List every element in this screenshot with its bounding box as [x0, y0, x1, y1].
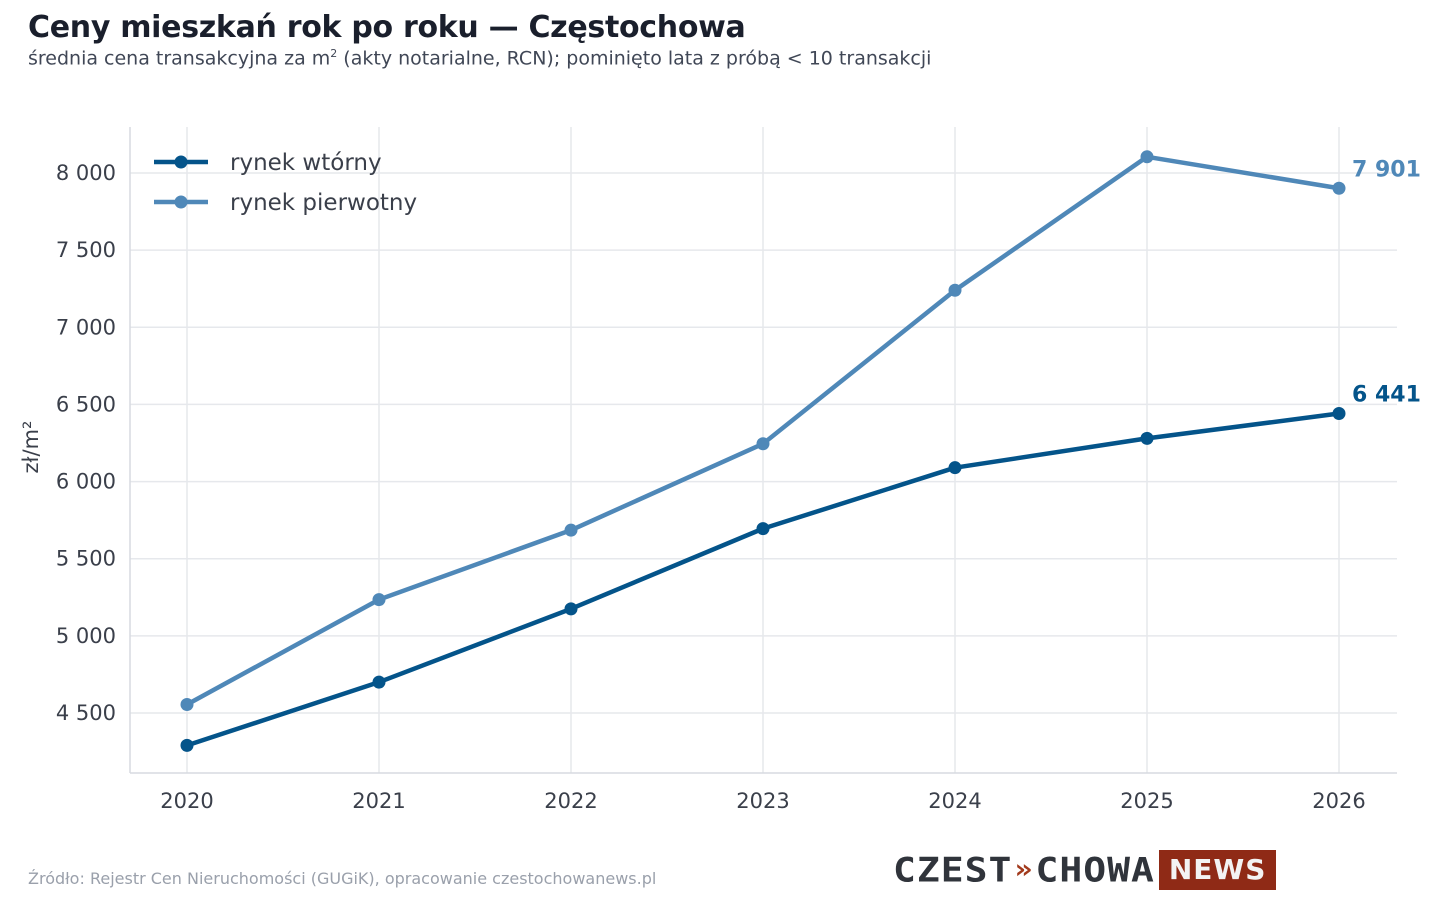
legend-item: rynek pierwotny — [154, 190, 417, 216]
legend-item: rynek wtórny — [154, 150, 382, 176]
y-axis-label: zł/m² — [19, 421, 43, 474]
data-point — [756, 437, 770, 451]
y-tick-label: 7 000 — [56, 315, 116, 339]
logo-badge: NEWS — [1158, 850, 1277, 890]
subtitle-superscript: 2 — [330, 47, 338, 60]
data-point — [1332, 181, 1346, 195]
source-note: Źródło: Rejestr Cen Nieruchomości (GUGiK… — [28, 869, 657, 888]
y-tick-label: 8 000 — [56, 161, 116, 185]
logo-arrow-icon: » — [1014, 853, 1034, 886]
series-rynek-wtorny: 6 441 — [180, 383, 1421, 752]
y-tick-label: 6 000 — [56, 470, 116, 494]
y-tick-label: 6 500 — [56, 392, 116, 416]
x-tick-label: 2025 — [1120, 789, 1173, 813]
end-value-label: 6 441 — [1352, 383, 1421, 408]
x-tick-label: 2024 — [928, 789, 981, 813]
x-tick-label: 2026 — [1312, 789, 1365, 813]
series-rynek-pierwotny: 7 901 — [180, 150, 1421, 712]
logo-wordmark: CZEST» CHOWA — [893, 852, 1155, 888]
legend-swatch-marker — [174, 155, 188, 169]
y-tick-label: 7 500 — [56, 238, 116, 262]
data-point — [1140, 150, 1154, 164]
x-tick-label: 2021 — [352, 789, 405, 813]
logo-text-b: CHOWA — [1035, 850, 1155, 890]
data-point — [1140, 431, 1154, 445]
y-tick-label: 4 500 — [56, 701, 116, 725]
logo-text-a: CZEST — [893, 850, 1013, 890]
data-point — [372, 675, 386, 689]
data-point — [1332, 407, 1346, 421]
y-tick-label: 5 000 — [56, 624, 116, 648]
data-point — [180, 698, 194, 712]
data-point — [564, 602, 578, 616]
data-point — [372, 593, 386, 607]
legend: rynek wtórny rynek pierwotny — [154, 150, 417, 216]
subtitle-post: (akty notarialne, RCN); pominięto lata z… — [337, 47, 932, 70]
end-value-label: 7 901 — [1352, 157, 1421, 182]
legend-swatch-marker — [174, 195, 188, 209]
data-point — [948, 461, 962, 475]
chart-title: Ceny mieszkań rok po roku — Częstochowa — [28, 10, 746, 45]
x-tick-label: 2023 — [736, 789, 789, 813]
chart-subtitle: średnia cena transakcyjna za m2 (akty no… — [28, 47, 931, 69]
legend-label: rynek pierwotny — [230, 190, 417, 216]
legend-label: rynek wtórny — [230, 150, 382, 176]
x-tick-label: 2022 — [544, 789, 597, 813]
data-point — [756, 522, 770, 536]
data-point — [180, 738, 194, 752]
data-point — [564, 523, 578, 537]
data-point — [948, 283, 962, 297]
subtitle-pre: średnia cena transakcyjna za m — [28, 47, 331, 70]
y-tick-label: 5 500 — [56, 547, 116, 571]
x-tick-label: 2020 — [160, 789, 213, 813]
brand-logo[interactable]: CZEST» CHOWA NEWS — [893, 850, 1277, 890]
